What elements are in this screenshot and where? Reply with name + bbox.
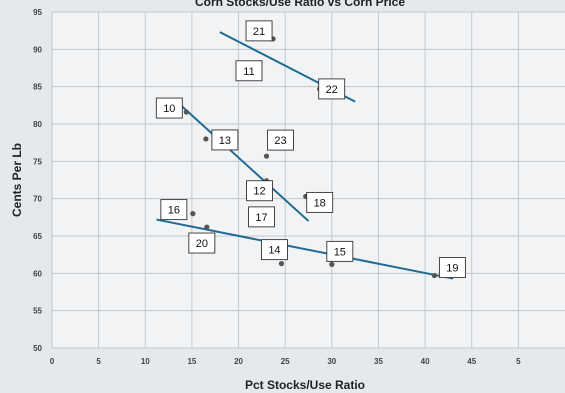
point-label-box: [326, 240, 354, 262]
point-label-box: [246, 180, 273, 202]
x-axis-title: Pct Stocks/Use Ratio: [245, 378, 365, 392]
data-point: [431, 272, 438, 279]
data-point: [263, 153, 270, 159]
point-label: 16: [168, 205, 180, 217]
data-point: [183, 109, 189, 115]
x-tick-label: 40: [421, 357, 430, 366]
x-tick-label: 0: [50, 357, 55, 366]
y-axis-title: Cents Per Lb: [10, 143, 24, 217]
point-label-box: [318, 78, 346, 100]
x-tick-label: 25: [281, 357, 290, 366]
x-tick-label: 45: [467, 357, 476, 366]
data-point: [329, 261, 335, 267]
point-label: 23: [274, 135, 286, 147]
point-label: 13: [219, 135, 231, 147]
y-tick-label: 80: [33, 120, 42, 129]
chart-title: Corn Stocks/Use Ratio vs Corn Price: [195, 0, 405, 9]
y-tick-label: 70: [33, 195, 42, 204]
point-label-box: [188, 232, 216, 254]
y-tick-label: 90: [33, 45, 42, 54]
point-label: 12: [253, 186, 265, 198]
trendline: [174, 99, 310, 222]
x-axis-ticks: 0 5 10 15 20 25 30 35 40 45 5: [50, 357, 521, 366]
point-label-box: [438, 257, 466, 279]
point-label-box: [306, 191, 334, 213]
data-point: [204, 224, 210, 230]
x-tick-label: 5: [516, 357, 521, 366]
point-label: 14: [268, 245, 280, 257]
point-label: 10: [163, 103, 175, 115]
point-label: 22: [326, 84, 338, 96]
x-tick-label: 15: [187, 357, 196, 366]
point-label: 19: [446, 263, 458, 275]
point-label-box: [261, 239, 288, 261]
point-labels: 21 11 22 10 13 23 12 18 16 17 20 14 15 19: [155, 20, 466, 279]
point-label: 15: [334, 246, 346, 258]
y-tick-label: 85: [33, 83, 42, 92]
x-tick-label: 35: [374, 357, 383, 366]
point-label: 11: [243, 66, 254, 78]
point-label-box: [211, 129, 239, 151]
x-tick-label: 5: [96, 357, 101, 366]
point-label-box: [235, 60, 263, 82]
data-point: [190, 211, 196, 217]
point-label-box: [160, 199, 188, 221]
y-tick-label: 60: [33, 269, 42, 278]
point-label-box: [245, 20, 273, 42]
x-tick-label: 20: [234, 357, 243, 366]
point-label: 20: [196, 238, 208, 250]
point-label: 21: [253, 26, 265, 38]
y-tick-label: 50: [33, 344, 42, 353]
point-label-box: [155, 97, 183, 119]
x-tick-label: 10: [141, 357, 150, 366]
y-tick-label: 95: [33, 8, 42, 17]
y-axis-ticks: 50 55 60 65 70 75 80 85 90 95: [33, 8, 42, 353]
y-tick-label: 55: [33, 307, 42, 316]
y-tick-label: 65: [33, 232, 42, 241]
point-label: 17: [255, 212, 267, 224]
grid: [51, 11, 565, 349]
point-label: 18: [314, 197, 326, 209]
x-tick-label: 30: [327, 357, 336, 366]
plot-area: [52, 12, 565, 348]
point-label-box: [267, 129, 294, 151]
point-label-box: [248, 206, 275, 228]
y-tick-label: 75: [33, 157, 42, 166]
data-point: [278, 261, 285, 267]
data-point: [203, 136, 209, 142]
